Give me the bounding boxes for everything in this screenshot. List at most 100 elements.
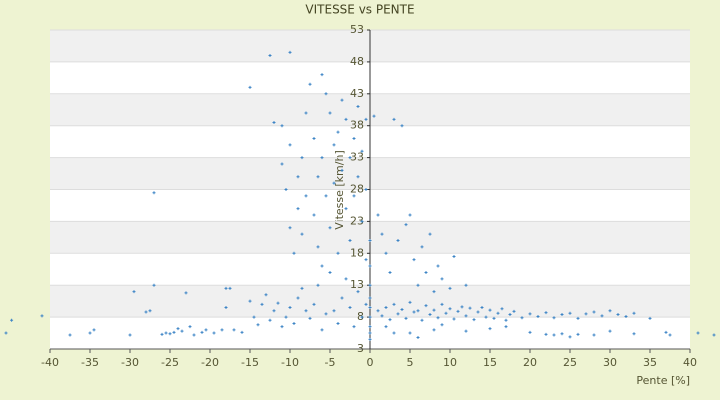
point (176, 327, 180, 331)
x-tick-label: 25 (563, 356, 577, 369)
point (40, 314, 44, 318)
point (384, 325, 388, 329)
point (568, 311, 572, 315)
point (280, 162, 284, 166)
point (608, 329, 612, 333)
point (372, 114, 376, 118)
point (248, 85, 252, 89)
point (360, 219, 364, 223)
x-tick-label: 10 (443, 356, 457, 369)
point (172, 330, 176, 334)
point (312, 302, 316, 306)
y-tick-label: 38 (350, 119, 364, 132)
point (256, 323, 260, 327)
point (632, 332, 636, 336)
point (324, 92, 328, 96)
point (368, 315, 372, 319)
point (188, 325, 192, 329)
point (300, 286, 304, 290)
point (272, 121, 276, 125)
point (88, 331, 92, 335)
point (200, 330, 204, 334)
point (364, 302, 368, 306)
point (448, 286, 452, 290)
point (340, 296, 344, 300)
y-tick-label: 43 (350, 87, 364, 100)
y-tick-label: 53 (350, 23, 364, 36)
point (296, 296, 300, 300)
point (356, 105, 360, 109)
point (316, 245, 320, 249)
point (368, 325, 372, 329)
x-tick-label: -35 (81, 356, 99, 369)
point (560, 332, 564, 336)
point (352, 325, 356, 329)
point (152, 191, 156, 195)
x-tick-label: 5 (407, 356, 414, 369)
point (280, 325, 284, 329)
point (264, 293, 268, 297)
point (268, 54, 272, 58)
point (568, 335, 572, 339)
point (480, 306, 484, 310)
point (368, 296, 372, 300)
point (168, 332, 172, 336)
point (600, 314, 604, 318)
point (520, 316, 524, 320)
x-tick-label: -30 (121, 356, 139, 369)
point (272, 309, 276, 313)
point (584, 312, 588, 316)
point (224, 306, 228, 310)
point (332, 181, 336, 185)
point (240, 330, 244, 334)
point (416, 336, 420, 340)
point (332, 143, 336, 147)
point (432, 328, 436, 332)
point (392, 331, 396, 335)
point (448, 307, 452, 311)
chart-title: VITESSE vs PENTE (305, 3, 414, 17)
point (92, 328, 96, 332)
point (404, 223, 408, 227)
point (544, 332, 548, 336)
point (492, 316, 496, 320)
point (420, 245, 424, 249)
point (192, 333, 196, 337)
point (212, 331, 216, 335)
point (152, 283, 156, 287)
point (356, 290, 360, 294)
point (344, 207, 348, 211)
point (296, 207, 300, 211)
point (696, 331, 700, 335)
x-tick-label: 0 (367, 356, 374, 369)
point (368, 239, 372, 243)
point (388, 318, 392, 322)
point (500, 307, 504, 311)
point (324, 194, 328, 198)
point (452, 254, 456, 258)
point (408, 213, 412, 217)
point (348, 156, 352, 160)
point (232, 328, 236, 332)
point (308, 316, 312, 320)
x-tick-label: -25 (161, 356, 179, 369)
x-tick-label: -40 (41, 356, 59, 369)
point (320, 264, 324, 268)
point (392, 302, 396, 306)
point (276, 301, 280, 305)
point (416, 283, 420, 287)
point (444, 311, 448, 315)
y-tick-label: 18 (350, 246, 364, 259)
point (504, 318, 508, 322)
point (384, 306, 388, 310)
point (368, 331, 372, 335)
point (436, 316, 440, 320)
point (544, 311, 548, 315)
point (348, 306, 352, 310)
point (288, 306, 292, 310)
point (288, 143, 292, 147)
point (400, 124, 404, 128)
point (452, 317, 456, 321)
point (436, 264, 440, 268)
point (184, 291, 188, 295)
